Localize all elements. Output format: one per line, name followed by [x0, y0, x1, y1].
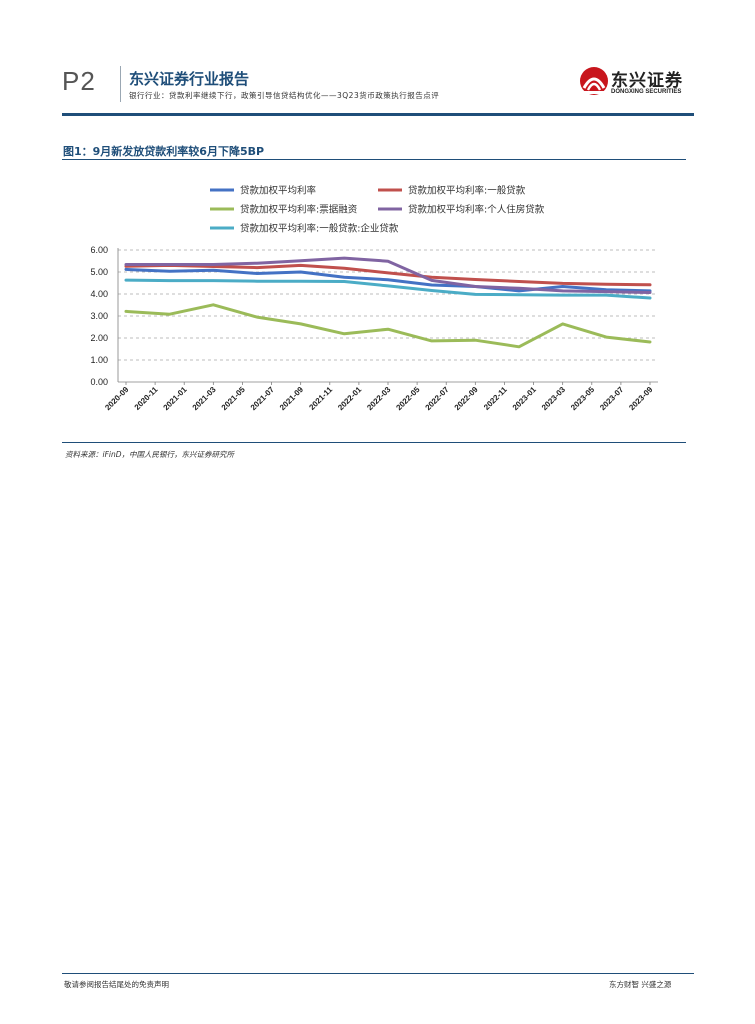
report-subtitle: 银行行业：贷款利率继续下行，政策引导信贷结构优化——3Q23货币政策执行报告点评	[129, 91, 440, 100]
x-tick-label: 2021-05	[220, 385, 248, 413]
y-tick-label: 6.00	[90, 245, 108, 255]
y-tick-label: 4.00	[90, 289, 108, 299]
legend-label: 贷款加权平均利率:票据融资	[240, 204, 358, 216]
logo-mark-icon	[580, 67, 608, 95]
legend-label: 贷款加权平均利率:一般贷款:企业贷款	[240, 223, 399, 235]
legend-label: 贷款加权平均利率:个人住房贷款	[408, 204, 545, 216]
y-tick-label: 5.00	[90, 267, 108, 277]
series-line	[124, 267, 652, 293]
logo-cn-text: 东兴证券	[611, 71, 683, 91]
logo-en-text: DONGXING SECURITIES	[611, 89, 682, 95]
company-logo: 东兴证券 DONGXING SECURITIES	[579, 66, 691, 100]
page-number: P2	[62, 66, 96, 96]
x-tick-label: 2022-03	[365, 385, 393, 413]
x-tick-label: 2021-07	[249, 385, 277, 413]
x-tick-label: 2022-01	[336, 385, 364, 413]
series-line	[124, 263, 652, 287]
series-line	[124, 256, 652, 294]
chart-series	[124, 256, 652, 349]
x-tick-label: 2023-05	[569, 385, 597, 413]
y-tick-label: 0.00	[90, 377, 108, 387]
footer-disclaimer: 敬请参阅报告结尾处的免责声明	[64, 980, 169, 989]
y-tick-label: 3.00	[90, 311, 108, 321]
y-tick-label: 1.00	[90, 355, 108, 365]
figure-title: 图1：9月新发放贷款利率较6月下降5BP	[63, 145, 265, 158]
legend-label: 贷款加权平均利率	[240, 185, 317, 197]
footer-slogan: 东方财智 兴盛之源	[609, 980, 672, 989]
figure-source: 资料来源：iFinD，中国人民银行，东兴证券研究所	[65, 450, 235, 459]
x-tick-label: 2021-11	[307, 385, 334, 412]
x-tick-label: 2021-01	[162, 385, 190, 413]
x-tick-label: 2022-11	[482, 385, 509, 412]
report-title: 东兴证券行业报告	[129, 70, 250, 88]
x-tick-label: 2021-09	[278, 385, 306, 413]
x-tick-label: 2023-03	[540, 385, 568, 413]
x-tick-label: 2022-07	[424, 385, 452, 413]
figure-bottom-rule	[62, 442, 686, 443]
series-line	[124, 303, 652, 349]
x-tick-label: 2023-09	[627, 385, 655, 413]
x-tick-label: 2023-01	[511, 385, 539, 413]
x-tick-label: 2022-05	[394, 385, 422, 413]
figure-top-rule	[62, 159, 686, 160]
footer-rule	[62, 973, 694, 974]
x-tick-label: 2022-09	[453, 385, 481, 413]
legend-label: 贷款加权平均利率:一般贷款	[408, 185, 526, 197]
y-tick-label: 2.00	[90, 333, 108, 343]
x-tick-label: 2021-03	[191, 385, 219, 413]
header-rule	[62, 113, 694, 116]
x-tick-label: 2023-07	[598, 385, 626, 413]
series-line	[124, 278, 652, 300]
x-tick-label: 2020-09	[103, 385, 131, 413]
header-separator	[120, 66, 121, 102]
x-tick-label: 2020-11	[133, 385, 160, 412]
